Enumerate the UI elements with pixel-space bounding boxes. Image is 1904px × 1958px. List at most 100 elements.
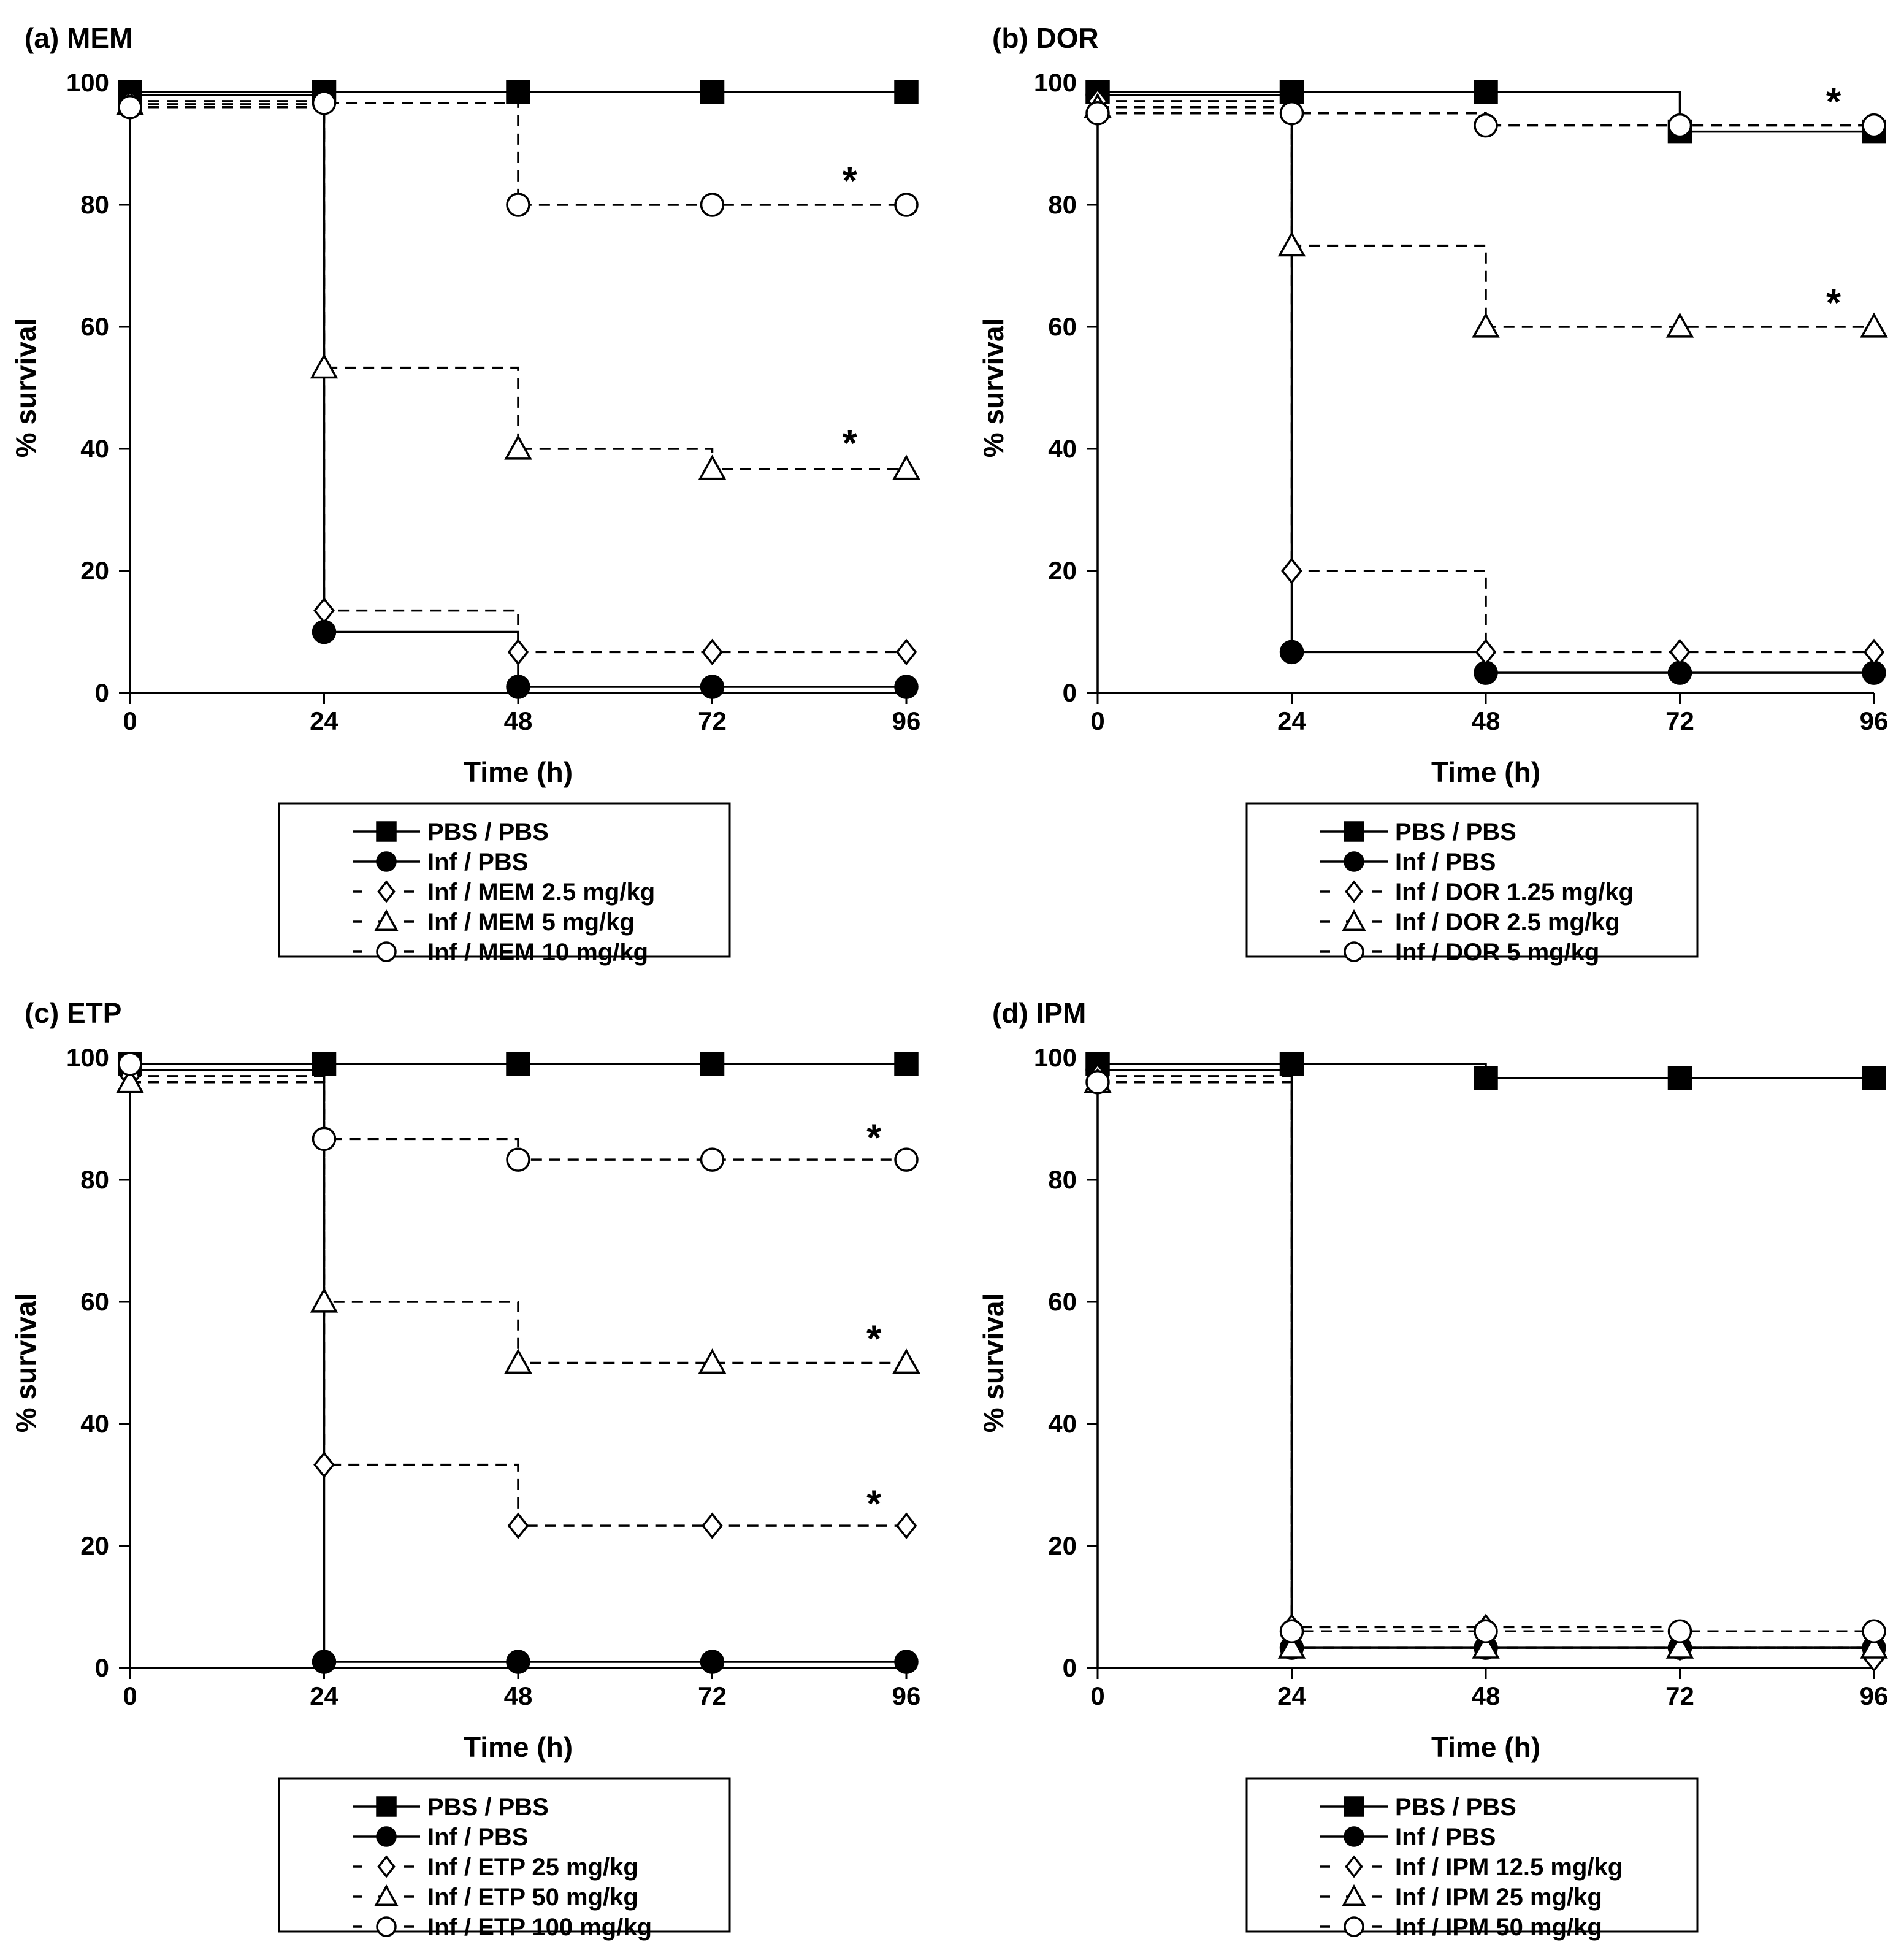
chart-title: (c) ETP (25, 997, 121, 1029)
x-tick-label: 72 (698, 706, 727, 735)
series-line (130, 102, 906, 206)
legend-marker (376, 851, 397, 872)
y-tick-label: 80 (80, 1165, 109, 1194)
legend-label: Inf / IPM 25 mg/kg (1395, 1884, 1602, 1911)
y-tick-label: 20 (1048, 556, 1077, 585)
data-point (698, 1348, 727, 1374)
significance-asterisk: * (866, 1318, 882, 1361)
x-tick-label: 96 (1860, 706, 1889, 735)
data-point (118, 1052, 142, 1076)
panel-2: (b) DOR 0 24 48 72 96 0 20 40 60 80 100 Time (h) % su… (977, 22, 1888, 966)
series-3 (1087, 1063, 1885, 1672)
data-point (895, 1512, 917, 1539)
y-tick-label: 40 (1048, 1409, 1077, 1438)
legend-marker (376, 1796, 397, 1817)
series-5 (118, 1052, 919, 1172)
legend-label: Inf / DOR 5 mg/kg (1395, 939, 1599, 966)
data-point (1474, 113, 1498, 138)
y-tick-label: 100 (66, 68, 109, 97)
series-line (1098, 1081, 1874, 1633)
data-point (1665, 312, 1694, 338)
legend-label: Inf / PBS (1395, 849, 1496, 876)
x-tick-label: 0 (1090, 706, 1104, 735)
significance-asterisk: * (866, 1117, 882, 1159)
legend-marker (1344, 1796, 1364, 1817)
data-point (1863, 638, 1885, 666)
series-line (1098, 91, 1874, 133)
chart-title: (d) IPM (992, 997, 1086, 1029)
data-point (312, 1126, 337, 1152)
y-tick-label: 60 (80, 312, 109, 341)
y-tick-label: 0 (95, 678, 109, 707)
x-tick-label: 0 (123, 706, 137, 735)
legend-marker (1344, 1916, 1364, 1937)
data-point (1277, 1633, 1306, 1659)
data-point (700, 1147, 725, 1172)
series-line (1098, 100, 1874, 654)
chart-title: (b) DOR (992, 22, 1099, 54)
x-tick-label: 48 (504, 1681, 533, 1710)
legend-marker (1344, 821, 1364, 842)
data-point (1475, 638, 1497, 666)
data-point (312, 1650, 337, 1674)
legend-marker (377, 880, 396, 903)
legend-label: PBS / PBS (427, 1794, 549, 1821)
data-point (1472, 312, 1500, 338)
data-point (310, 1287, 338, 1313)
legend-marker (1344, 941, 1364, 962)
x-tick-label: 48 (1472, 706, 1501, 735)
x-tick-label: 0 (1090, 1681, 1104, 1710)
legend-marker (1345, 880, 1363, 903)
significance-asterisk: * (1826, 282, 1841, 324)
x-tick-label: 72 (1665, 706, 1694, 735)
data-point (1860, 312, 1888, 338)
x-axis-label: Time (h) (1431, 756, 1540, 788)
data-point (894, 1147, 919, 1172)
x-tick-label: 24 (1277, 1681, 1306, 1710)
data-point (1862, 1066, 1886, 1090)
legend-marker (376, 1826, 397, 1847)
y-tick-label: 20 (80, 556, 109, 585)
legend-marker (376, 1916, 397, 1937)
data-point (1474, 80, 1498, 104)
data-point (1281, 557, 1302, 584)
legend: PBS / PBS Inf / PBS Inf / MEM 2.5 mg/kg Inf… (278, 802, 731, 966)
significance-asterisk: * (1826, 81, 1841, 123)
legend-label: Inf / ETP 100 mg/kg (427, 1914, 652, 1941)
y-tick-label: 80 (1048, 1165, 1077, 1194)
data-point (118, 95, 142, 120)
x-tick-label: 72 (698, 1681, 727, 1710)
legend: PBS / PBS Inf / PBS Inf / IPM 12.5 mg/kg In… (1245, 1777, 1699, 1941)
data-point (1665, 1633, 1694, 1659)
series-1 (118, 1052, 919, 1076)
data-point (892, 454, 920, 480)
legend-label: Inf / PBS (427, 849, 528, 876)
series-5 (118, 91, 919, 217)
legend-marker (1344, 851, 1364, 872)
series-line (1098, 106, 1874, 328)
data-point (1474, 1619, 1498, 1644)
data-point (1669, 638, 1691, 666)
series-2 (1085, 83, 1886, 685)
legend-label: Inf / ETP 25 mg/kg (427, 1854, 638, 1881)
data-point (506, 193, 530, 217)
data-point (894, 675, 919, 699)
data-point (116, 1068, 144, 1093)
legend-label: Inf / DOR 1.25 mg/kg (1395, 879, 1634, 906)
legend-label: Inf / DOR 2.5 mg/kg (1395, 909, 1620, 936)
legend-label: Inf / ETP 50 mg/kg (427, 1884, 638, 1911)
data-point (1860, 1633, 1888, 1659)
legend-label: PBS / PBS (1395, 1794, 1516, 1821)
series-line (130, 1081, 906, 1364)
data-point (1862, 1619, 1886, 1644)
y-tick-label: 40 (80, 434, 109, 463)
data-point (892, 1348, 920, 1374)
data-point (1474, 1066, 1498, 1090)
legend-label: Inf / PBS (427, 1824, 528, 1851)
data-point (1279, 1619, 1304, 1644)
y-axis-label: % survival (977, 318, 1009, 458)
series-line (130, 100, 906, 654)
series-line (130, 1069, 906, 1663)
series-1 (118, 80, 919, 104)
data-point (506, 80, 530, 104)
